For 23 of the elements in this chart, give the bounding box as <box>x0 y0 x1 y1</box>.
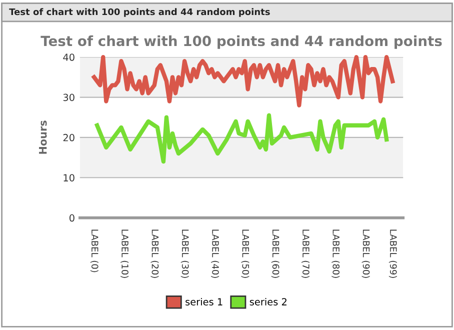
line-series <box>95 113 389 164</box>
x-tick-label: LABEL (80) <box>332 230 340 278</box>
x-tick-label: LABEL (50) <box>241 230 250 278</box>
legend-label: series 1 <box>186 298 222 306</box>
text: Test of chart with 100 points and 44 random points <box>9 8 270 17</box>
x-tick-label: LABEL (99) <box>388 230 397 278</box>
y-tick-label: 30 <box>63 94 74 102</box>
x-tick-label: LABEL (20) <box>150 230 159 278</box>
y-axis-title: Hours <box>39 120 47 154</box>
x-tick-label: LABEL (90) <box>362 230 370 278</box>
y-tick-label: 20 <box>63 134 74 142</box>
x-tick-label: LABEL (30) <box>180 230 189 278</box>
y-tick-label: 0 <box>70 214 74 222</box>
x-tick-label: LABEL (40) <box>211 230 220 278</box>
x-tick-label: LABEL (70) <box>301 230 310 278</box>
x-tick-label: LABEL (0) <box>90 230 98 272</box>
y-tick-label: 10 <box>64 174 74 182</box>
y-tick-label: 40 <box>63 54 74 61</box>
legend-label: series 2 <box>250 298 286 306</box>
line-series <box>92 55 395 108</box>
x-tick-label: LABEL (60) <box>271 230 280 278</box>
chart-title: Test of chart with 100 points and 44 random points <box>40 35 442 49</box>
x-tick-label: LABEL (10) <box>120 230 129 278</box>
